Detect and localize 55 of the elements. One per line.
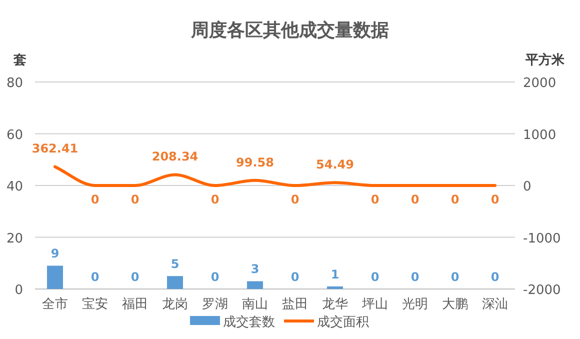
data-label: 5 (170, 257, 180, 272)
x-tick-label: 龙华 (322, 297, 348, 312)
data-label: 208.34 (152, 150, 198, 164)
data-label: 0 (290, 270, 300, 284)
legend-label: 成交套数 (223, 314, 275, 330)
bar (47, 266, 63, 289)
y-axis-title: 套 (12, 53, 26, 68)
x-tick-label: 罗湖 (202, 297, 228, 312)
x-tick-label: 深汕 (482, 297, 508, 312)
chart-title: 周度各区其他成交量数据 (190, 20, 389, 41)
data-label: 3 (250, 262, 260, 276)
data-label: 0 (210, 270, 220, 284)
bar (327, 286, 343, 289)
data-label: 0 (290, 192, 300, 206)
legend-label: 成交面积 (317, 314, 369, 330)
x-tick-label: 龙岗 (162, 297, 188, 312)
y-tick-label: 0 (14, 283, 23, 298)
data-label: 0 (410, 192, 420, 206)
bar (167, 276, 183, 289)
y2-tick-label: 0 (523, 180, 532, 194)
data-label: 0 (210, 192, 220, 206)
bar (247, 281, 263, 289)
data-label: 0 (90, 270, 100, 284)
data-label: 0 (450, 270, 460, 284)
y-tick-label: 20 (6, 231, 23, 246)
x-tick-label: 大鹏 (442, 297, 468, 312)
data-label: 0 (490, 270, 500, 284)
data-label: 0 (450, 192, 460, 206)
y2-tick-label: 2000 (523, 76, 556, 91)
x-tick-label: 盐田 (282, 297, 308, 312)
y2-tick-label: -2000 (523, 283, 561, 298)
y-tick-label: 80 (6, 76, 23, 91)
data-label: 362.41 (32, 142, 78, 156)
data-label: 0 (130, 270, 140, 284)
x-tick-label: 宝安 (82, 296, 108, 312)
x-tick-label: 光明 (402, 297, 428, 312)
x-tick-label: 全市 (42, 297, 68, 312)
data-label: 0 (370, 270, 380, 284)
x-tick-label: 南山 (242, 297, 268, 312)
data-label: 0 (490, 192, 500, 206)
data-label: 0 (410, 270, 420, 284)
y-tick-label: 40 (6, 180, 23, 194)
data-label: 54.49 (316, 158, 354, 172)
x-tick-label: 福田 (122, 297, 148, 312)
y2-tick-label: 1000 (523, 128, 556, 143)
data-label: 1 (330, 267, 340, 282)
data-label: 0 (130, 192, 140, 206)
data-label: 9 (50, 246, 60, 261)
y2-tick-label: -1000 (523, 231, 561, 246)
x-tick-label: 坪山 (361, 297, 388, 312)
data-label: 0 (370, 192, 380, 206)
data-label: 0 (90, 192, 100, 206)
y-tick-label: 60 (6, 128, 23, 143)
y2-axis-title: 平方米 (524, 52, 566, 68)
data-label: 99.58 (236, 155, 274, 170)
